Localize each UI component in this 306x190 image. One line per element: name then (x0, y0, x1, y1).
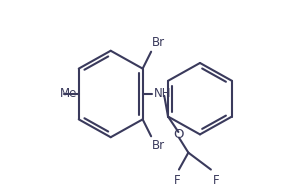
Text: Br: Br (152, 139, 165, 153)
Text: F: F (174, 174, 181, 187)
Text: O: O (174, 128, 184, 141)
Text: Br: Br (152, 36, 165, 49)
Text: F: F (213, 174, 220, 187)
Text: NH: NH (153, 87, 171, 101)
Text: Me: Me (60, 87, 77, 101)
